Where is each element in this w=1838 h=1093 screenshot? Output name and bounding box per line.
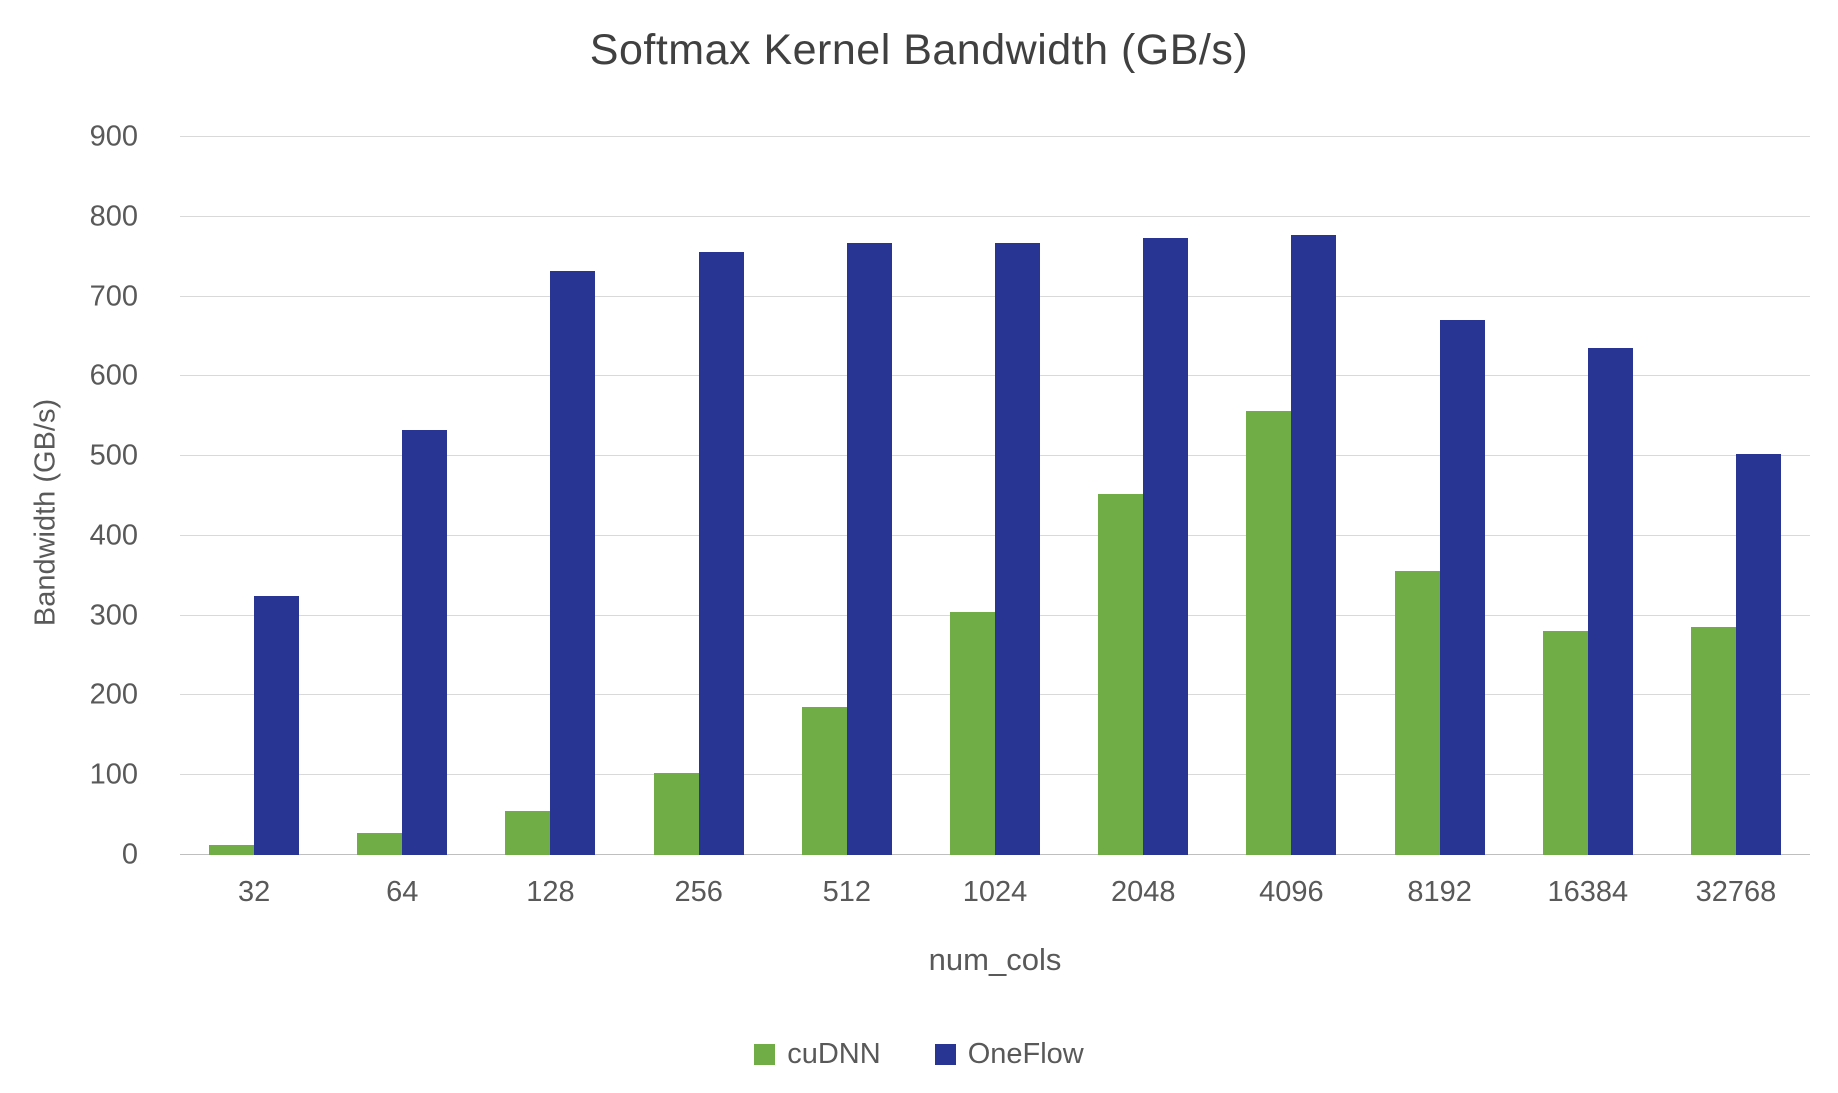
gridline-400 <box>180 534 1810 536</box>
bar-oneflow-2048 <box>1143 238 1189 855</box>
bar-group-16384 <box>1514 137 1662 855</box>
legend-label-cudnn: cuDNN <box>787 1038 881 1070</box>
y-tick-label-900: 900 <box>89 120 138 153</box>
x-tick-label-256: 256 <box>674 876 723 908</box>
x-axis-ticks: 32 64 128 256 512 1024 2048 4096 8192 16384 32768 <box>180 876 1810 909</box>
bar-cudnn-4096 <box>1246 411 1292 855</box>
y-tick-label-300: 300 <box>89 599 138 632</box>
bar-group-512 <box>773 137 921 855</box>
y-tick-label-100: 100 <box>89 758 138 791</box>
bar-oneflow-8192 <box>1439 319 1485 855</box>
x-tick-label-512: 512 <box>822 876 872 908</box>
bar-cudnn-2048 <box>1098 494 1144 855</box>
y-axis-ticks: 0 100 200 300 400 500 600 700 800 900 <box>0 122 158 869</box>
bar-group-256 <box>625 137 773 855</box>
bar-group-8192 <box>1366 137 1514 855</box>
bar-cudnn-32768 <box>1690 626 1736 855</box>
chart-title: Softmax Kernel Bandwidth (GB/s) <box>589 26 1249 74</box>
bar-group-4096 <box>1217 137 1365 855</box>
y-tick-label-700: 700 <box>89 280 138 313</box>
bar-cudnn-64 <box>357 833 403 855</box>
bar-group-2048 <box>1069 137 1217 855</box>
gridline-500 <box>180 455 1810 457</box>
bar-oneflow-1024 <box>995 243 1041 855</box>
bar-oneflow-128 <box>550 271 596 855</box>
x-tick-label-16384: 16384 <box>1547 876 1629 908</box>
gridline-900 <box>180 136 1810 137</box>
legend-label-oneflow: OneFlow <box>967 1038 1084 1070</box>
y-tick-label-400: 400 <box>89 519 138 552</box>
x-tick-label-4096: 4096 <box>1259 876 1324 908</box>
bar-cudnn-1024 <box>950 611 996 855</box>
plot-area <box>180 136 1810 855</box>
y-tick-label-200: 200 <box>89 678 138 711</box>
legend-item-cudnn: cuDNN <box>754 1038 881 1071</box>
legend: cuDNN OneFlow <box>0 1038 1838 1071</box>
bars-layer <box>180 137 1810 855</box>
bar-cudnn-128 <box>505 811 551 855</box>
legend-item-oneflow: OneFlow <box>934 1038 1084 1071</box>
bar-cudnn-32 <box>209 844 255 855</box>
y-tick-label-800: 800 <box>89 200 138 233</box>
bar-oneflow-4096 <box>1291 235 1337 855</box>
x-axis-title: num_cols <box>928 942 1062 977</box>
bar-group-1024 <box>921 137 1069 855</box>
bar-group-32 <box>180 137 328 855</box>
bar-group-128 <box>476 137 624 855</box>
y-tick-label-500: 500 <box>89 439 138 472</box>
bar-cudnn-8192 <box>1394 571 1440 855</box>
bar-cudnn-256 <box>653 772 699 855</box>
x-tick-label-128: 128 <box>526 876 575 908</box>
bar-oneflow-64 <box>402 429 448 855</box>
gridline-600 <box>180 375 1810 377</box>
x-tick-label-1024: 1024 <box>962 876 1028 908</box>
x-tick-label-2048: 2048 <box>1110 876 1176 908</box>
legend-swatch-oneflow <box>934 1044 956 1065</box>
bar-group-64 <box>328 137 476 855</box>
y-tick-label-600: 600 <box>89 359 138 392</box>
bar-cudnn-512 <box>801 707 847 855</box>
bar-oneflow-512 <box>846 243 892 855</box>
bar-cudnn-16384 <box>1542 630 1588 855</box>
bar-oneflow-32 <box>254 595 300 855</box>
bar-group-32768 <box>1662 137 1810 855</box>
bar-oneflow-256 <box>698 251 744 855</box>
gridline-800 <box>180 215 1810 217</box>
bar-oneflow-16384 <box>1587 347 1633 855</box>
gridline-700 <box>180 295 1810 297</box>
legend-swatch-cudnn <box>754 1044 776 1065</box>
bar-oneflow-32768 <box>1735 453 1781 855</box>
x-tick-label-64: 64 <box>386 876 419 908</box>
x-tick-label-32: 32 <box>237 876 271 908</box>
x-tick-label-8192: 8192 <box>1407 876 1472 908</box>
y-tick-label-0: 0 <box>121 838 138 871</box>
x-tick-label-32768: 32768 <box>1695 876 1777 908</box>
